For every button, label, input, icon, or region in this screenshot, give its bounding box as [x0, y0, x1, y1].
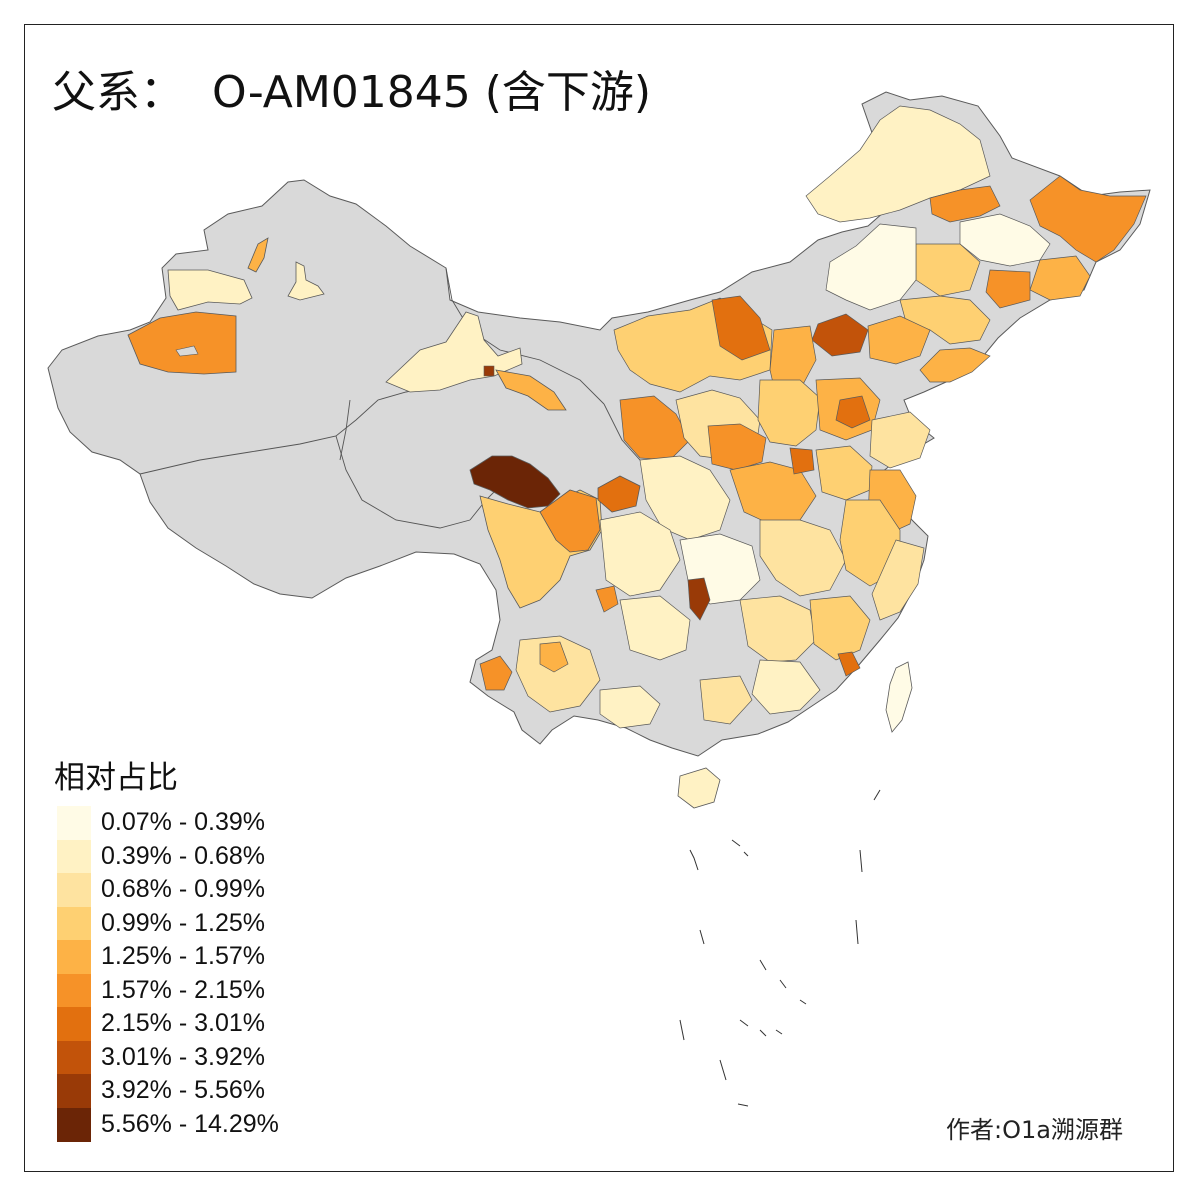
region-aba	[539, 489, 601, 553]
legend-swatch	[57, 1040, 91, 1075]
legend-title: 相对占比	[54, 760, 178, 796]
legend-swatch	[57, 940, 91, 974]
legend-label: 2.15% - 3.01%	[101, 1009, 265, 1037]
legend-label: 3.01% - 3.92%	[101, 1042, 265, 1071]
region-changji	[287, 261, 325, 301]
map-title: 父系： O-AM01845 (含下游)	[52, 67, 652, 118]
legend-label: 1.57% - 2.15%	[101, 975, 265, 1004]
region-taiwan	[885, 661, 913, 733]
legend-label: 1.25% - 1.57%	[101, 942, 265, 970]
region-golog	[469, 455, 561, 509]
legend-swatch	[57, 1007, 91, 1041]
legend-label: 0.39% - 0.68%	[101, 841, 265, 870]
south-sea-islands	[679, 789, 881, 1107]
legend-swatch	[57, 1107, 91, 1142]
author-credit: 作者:O1a溯源群	[946, 1116, 1123, 1144]
eastern-regions	[479, 105, 1147, 729]
region-ili	[127, 311, 237, 375]
legend-swatch	[57, 906, 91, 941]
legend-label: 5.56% - 14.29%	[101, 1109, 279, 1138]
region-gansu-west	[495, 369, 567, 411]
legend-label: 0.07% - 0.39%	[101, 808, 265, 836]
legend-swatch	[57, 1074, 91, 1108]
legend-swatch	[57, 973, 91, 1008]
legend-label: 3.92% - 5.56%	[101, 1076, 265, 1104]
legend-label: 0.99% - 1.25%	[101, 908, 265, 937]
legend-swatch	[57, 839, 91, 874]
region-hainan	[677, 767, 721, 809]
region-karamay	[247, 237, 269, 273]
legend-swatch	[57, 806, 91, 840]
legend-swatch	[57, 873, 91, 907]
region-tacheng	[167, 269, 253, 311]
legend-label: 0.68% - 0.99%	[101, 875, 265, 903]
